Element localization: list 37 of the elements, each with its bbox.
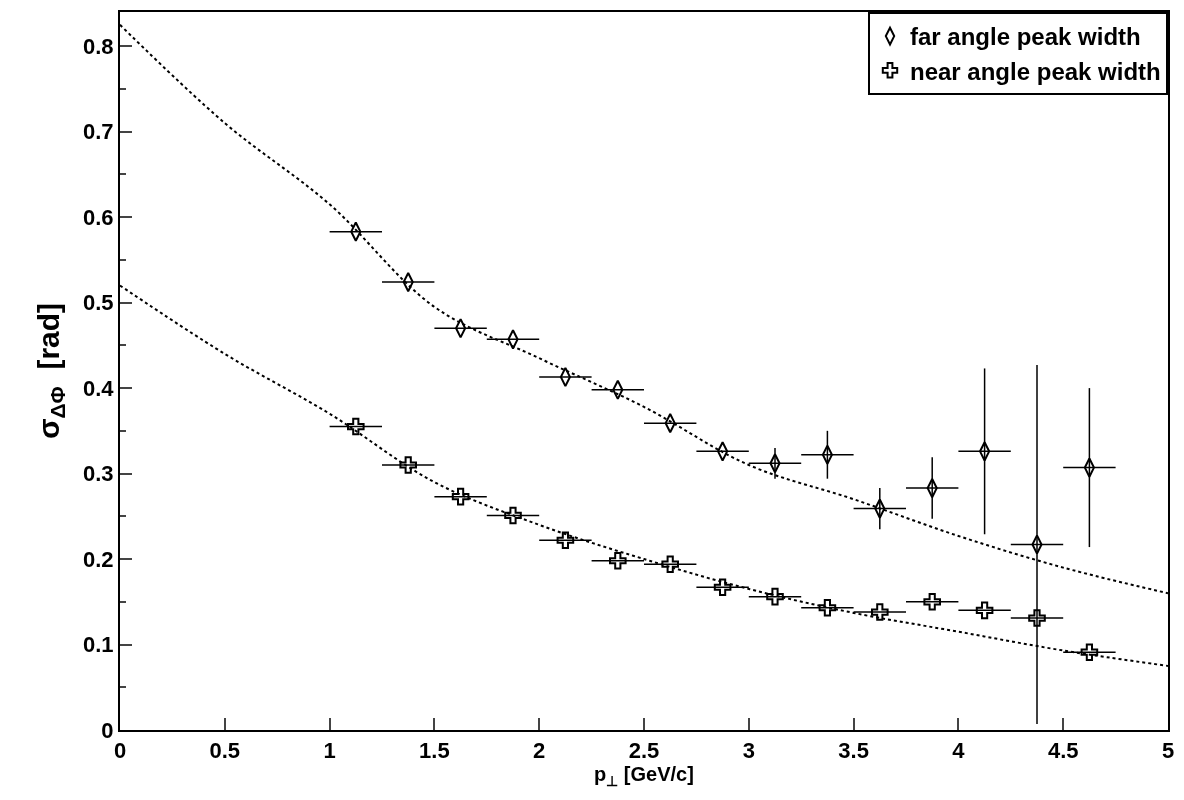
point xyxy=(975,601,994,620)
x-tick-label: 0.5 xyxy=(209,738,241,764)
point xyxy=(1080,643,1099,662)
x-tick-label: 1.5 xyxy=(419,738,450,764)
point xyxy=(347,417,365,436)
y-tick-label: 0.6 xyxy=(83,204,114,230)
x-tick-label: 1 xyxy=(323,738,336,764)
x-axis-title: p$_{⊥}$ [GeV/c] xyxy=(594,763,694,789)
point xyxy=(609,551,627,570)
x-tick-label: 3 xyxy=(742,738,755,764)
x-tick-label: 4.5 xyxy=(1047,738,1079,764)
point xyxy=(923,592,941,611)
point xyxy=(713,578,732,597)
y-tick-label: 0.3 xyxy=(83,461,114,487)
legend-label: near angle peak width xyxy=(910,57,1161,85)
point xyxy=(766,587,784,606)
x-tick-label: 2.5 xyxy=(628,738,660,764)
point xyxy=(661,555,679,573)
y-tick-label: 0.2 xyxy=(83,546,114,572)
legend-label: far angle peak width xyxy=(910,23,1141,51)
y-tick-label: 0.1 xyxy=(83,632,114,658)
y-tick-label: 0.7 xyxy=(83,119,114,145)
y-tick-label: 0 xyxy=(101,717,114,743)
point xyxy=(504,506,522,525)
y-tick-label: 0.4 xyxy=(83,375,115,401)
y-tick-label: 0.5 xyxy=(83,290,114,316)
point xyxy=(399,456,417,474)
point xyxy=(818,598,837,617)
point xyxy=(451,487,470,506)
x-tick-label: 3.5 xyxy=(838,738,869,764)
x-tick-label: 2 xyxy=(533,738,546,764)
point xyxy=(871,603,889,621)
y-tick-label: 0.8 xyxy=(83,33,114,59)
x-tick-label: 5 xyxy=(1161,738,1175,764)
point xyxy=(556,531,575,550)
x-tick-label: 4 xyxy=(952,738,966,764)
point xyxy=(1028,609,1046,627)
